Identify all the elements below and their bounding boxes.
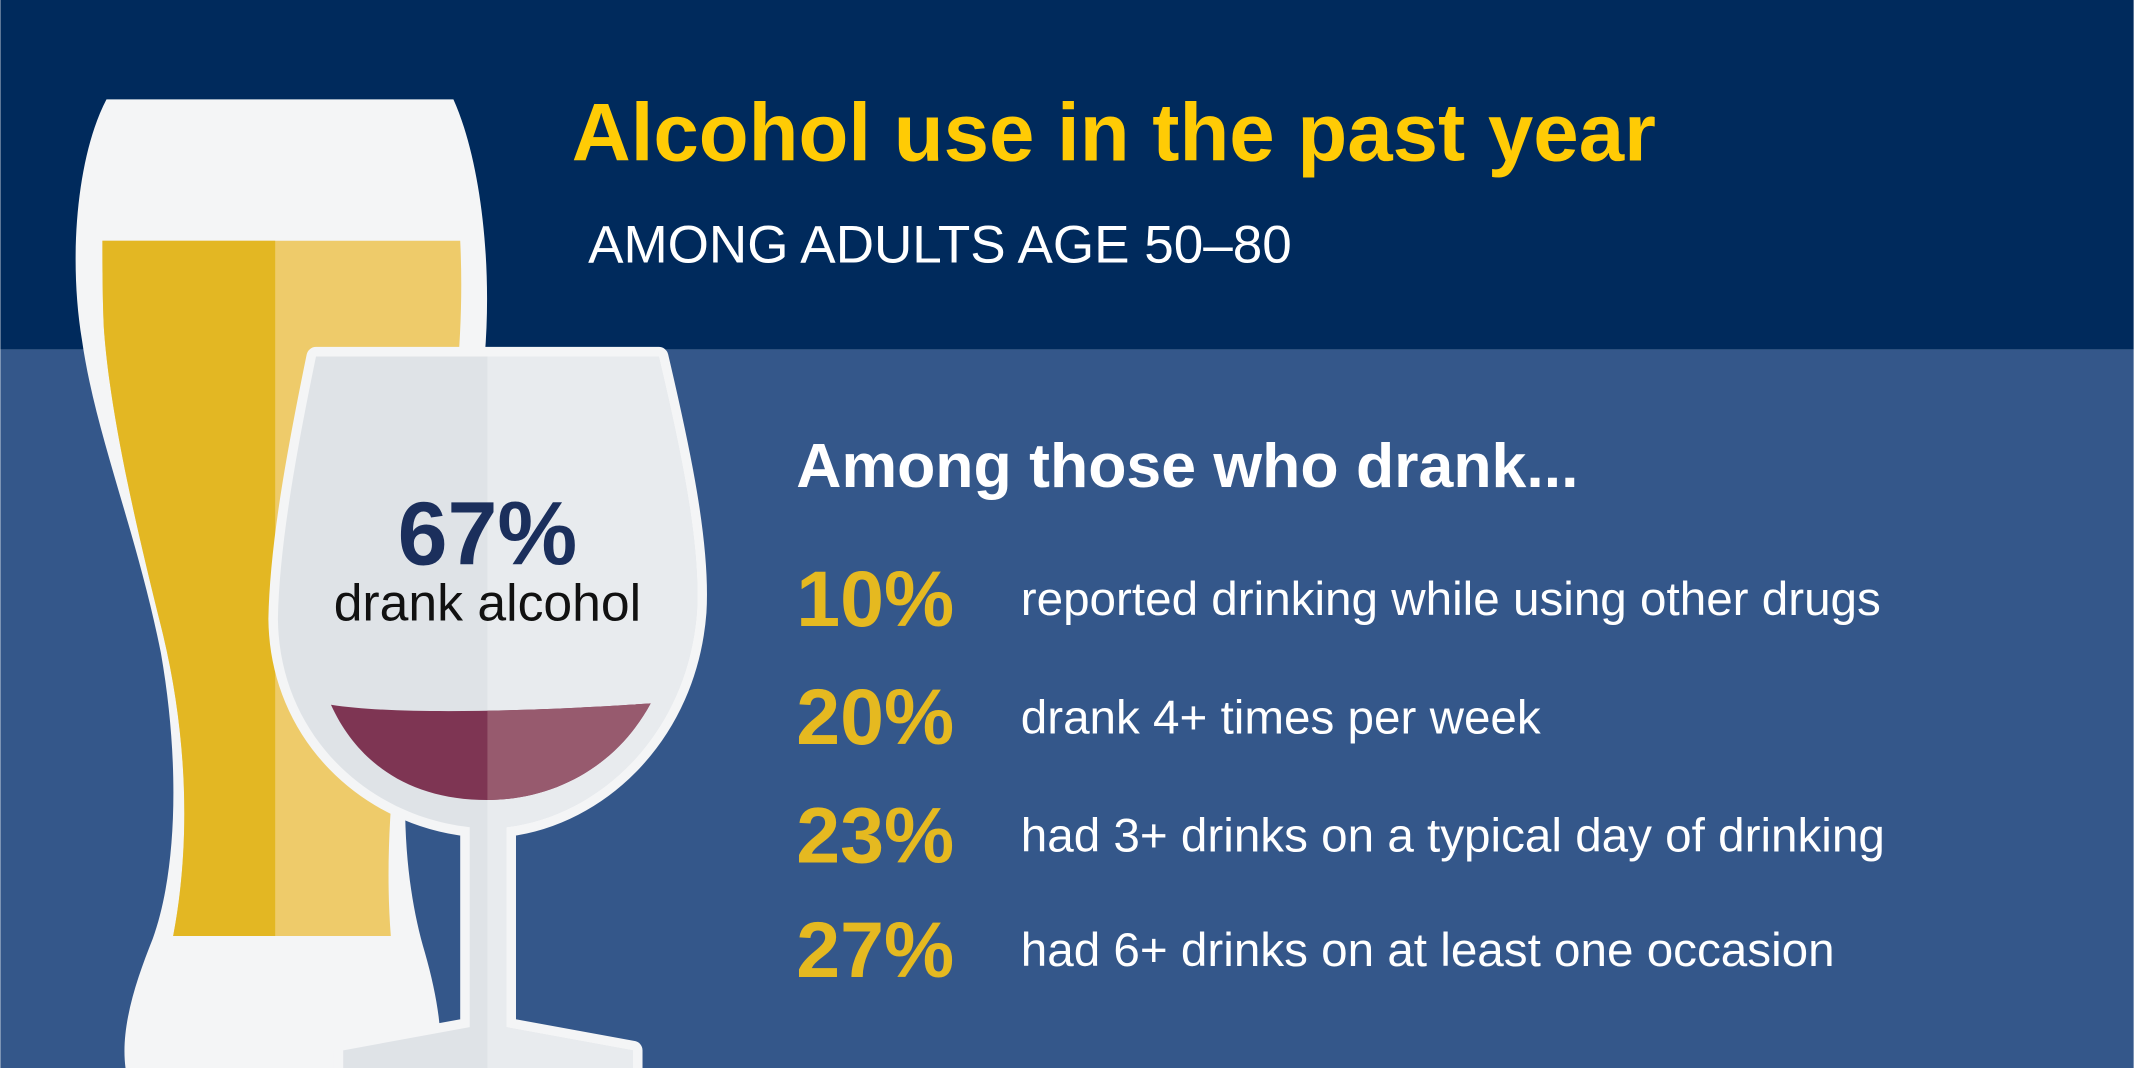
title: Alcohol use in the past year — [572, 88, 1656, 179]
stat-text: had 6+ drinks on at least one occasion — [1021, 924, 1835, 977]
stat-text: reported drinking while using other drug… — [1021, 573, 1881, 626]
highlight-label: drank alcohol — [334, 573, 641, 631]
stat-text: had 3+ drinks on a typical day of drinki… — [1021, 810, 1885, 863]
stat-value: 10% — [796, 555, 954, 643]
stat-value: 27% — [796, 906, 954, 994]
stats-list: 10% reported drinking while using other d… — [796, 555, 1885, 994]
stat-value: 20% — [796, 673, 954, 761]
section-heading: Among those who drank... — [796, 431, 1578, 501]
subtitle: AMONG ADULTS AGE 50–80 — [588, 216, 1292, 275]
stat-value: 23% — [796, 792, 954, 880]
wine-glass — [268, 346, 707, 1068]
stat-text: drank 4+ times per week — [1021, 691, 1541, 744]
highlight-value: 67% — [398, 485, 578, 585]
